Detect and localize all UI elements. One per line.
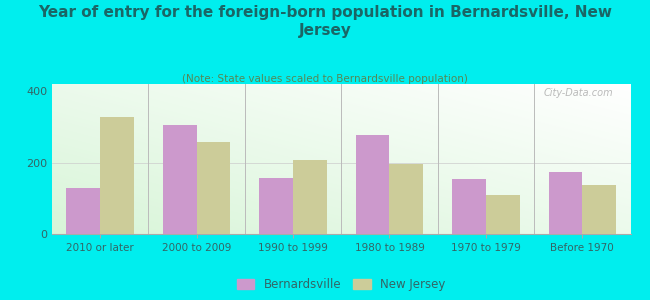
- Legend: Bernardsville, New Jersey: Bernardsville, New Jersey: [231, 272, 452, 297]
- Bar: [389, 164, 423, 234]
- Text: City-Data.com: City-Data.com: [543, 88, 613, 98]
- Bar: [549, 172, 582, 234]
- Text: Year of entry for the foreign-born population in Bernardsville, New
Jersey: Year of entry for the foreign-born popul…: [38, 4, 612, 38]
- Bar: [582, 185, 616, 234]
- Bar: [293, 160, 327, 234]
- Bar: [356, 135, 389, 234]
- Bar: [100, 117, 134, 234]
- Text: (Note: State values scaled to Bernardsville population): (Note: State values scaled to Bernardsvi…: [182, 74, 468, 83]
- Bar: [66, 188, 100, 234]
- Bar: [259, 178, 293, 234]
- Bar: [452, 178, 486, 234]
- Bar: [163, 125, 196, 234]
- Bar: [196, 142, 230, 234]
- Bar: [486, 195, 519, 234]
